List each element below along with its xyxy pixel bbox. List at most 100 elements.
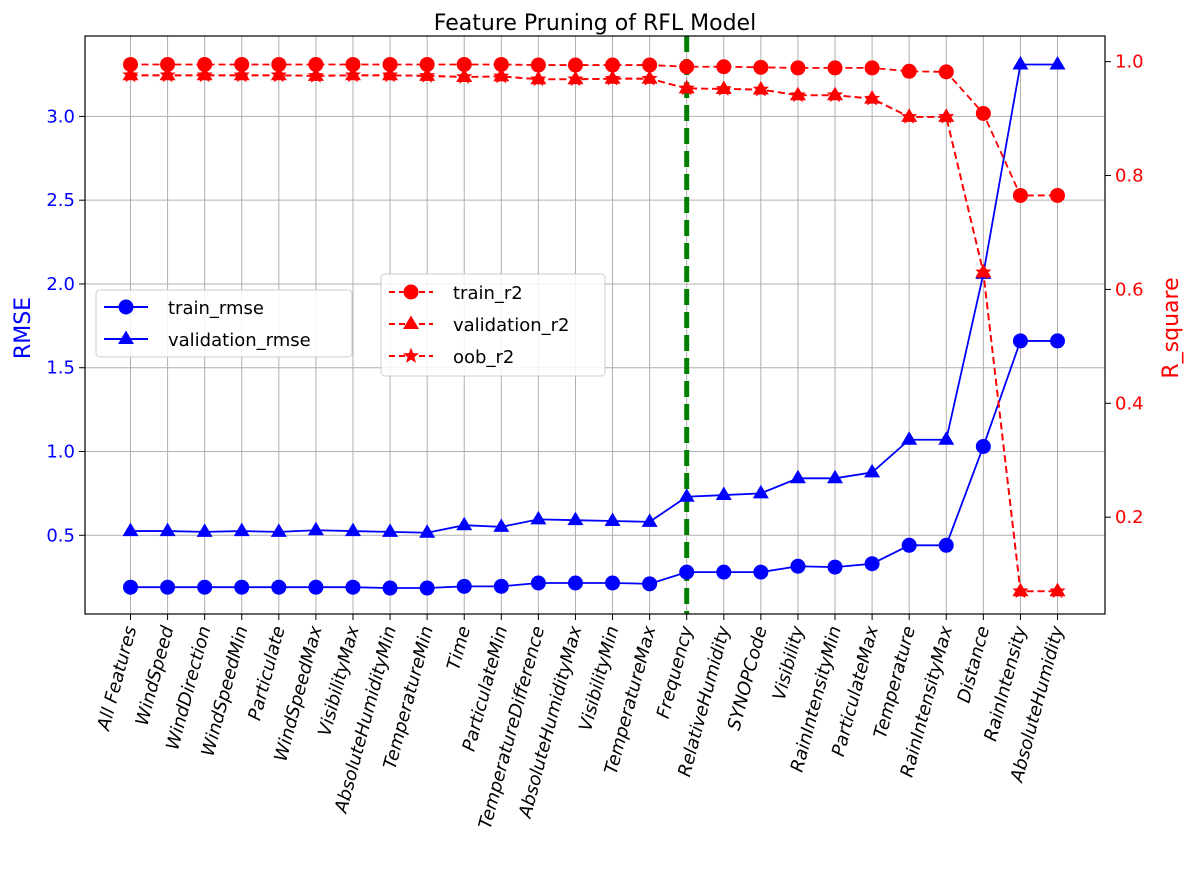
point-train_rmse (901, 537, 917, 553)
legend-oob-r2-label: oob_r2 (453, 347, 514, 368)
y-tick-label-right: 0.2 (1115, 507, 1144, 528)
legend-r2-box (380, 273, 606, 377)
series-layer (122, 55, 1066, 599)
y-tick-label-right: 1.0 (1115, 52, 1144, 73)
point-oob_r2 (641, 70, 658, 86)
point-train_rmse (827, 559, 843, 575)
series-train_r2 (123, 56, 1065, 203)
point-validation_rmse (493, 518, 510, 532)
point-train_rmse (419, 580, 435, 596)
series-train_rmse (123, 333, 1065, 596)
point-oob_r2 (752, 81, 769, 97)
point-validation_rmse (752, 484, 769, 499)
point-validation_rmse (270, 523, 287, 537)
y-tick-label-left: 0.5 (46, 525, 75, 546)
point-train_rmse (456, 578, 472, 594)
point-train_rmse (493, 578, 509, 594)
series-line-validation_rmse (130, 63, 1058, 534)
point-train_rmse (790, 558, 806, 574)
point-train_r2 (308, 56, 324, 72)
legend-validation-r2-label: validation_r2 (453, 315, 569, 336)
point-oob_r2 (493, 67, 510, 84)
point-oob_r2 (196, 66, 213, 83)
point-train_rmse (716, 564, 732, 580)
point-oob_r2 (826, 86, 844, 103)
point-train_rmse (234, 579, 250, 595)
point-oob_r2 (938, 108, 955, 124)
chart-title: Feature Pruning of RFL Model (434, 11, 756, 36)
legend-train-r2-label: train_r2 (453, 283, 523, 304)
point-validation_rmse (864, 463, 881, 478)
series-line-oob_r2 (130, 74, 1058, 593)
point-validation_rmse (307, 521, 324, 536)
legend-train-rmse-label: train_rmse (168, 298, 264, 319)
series-oob_r2 (122, 66, 1066, 599)
point-train_rmse (1012, 333, 1028, 349)
point-oob_r2 (604, 70, 621, 86)
legend-oob-r2-marker (402, 347, 420, 363)
point-train_r2 (197, 56, 213, 72)
x-tick-label: Particulate (244, 624, 289, 723)
legend-validation-rmse-label: validation_rmse (168, 330, 311, 351)
y-tick-label-right: 0.8 (1115, 166, 1144, 187)
y-axis-label-left: RMSE (11, 297, 36, 359)
point-validation_rmse (419, 524, 436, 538)
point-oob_r2 (419, 67, 436, 83)
point-oob_r2 (975, 263, 992, 280)
point-validation_rmse (641, 513, 658, 527)
point-train_r2 (567, 57, 583, 73)
legend-train-rmse-marker (118, 299, 134, 315)
legend-train-r2-marker (403, 284, 419, 300)
point-train_rmse (975, 438, 991, 454)
point-validation_rmse (789, 469, 806, 484)
point-train_r2 (456, 56, 472, 72)
point-train_r2 (1050, 187, 1065, 203)
x-tick-label: Distance (954, 624, 995, 705)
point-train_rmse (864, 556, 880, 572)
point-train_rmse (308, 579, 324, 595)
point-oob_r2 (381, 66, 399, 83)
y-tick-label-left: 2.0 (46, 274, 75, 295)
legend-rmse-box (95, 289, 353, 358)
point-validation_rmse (901, 431, 918, 445)
y-tick-label-left: 1.0 (46, 441, 75, 462)
point-train_rmse (938, 537, 954, 553)
point-train_rmse (530, 575, 546, 591)
point-oob_r2 (530, 70, 547, 87)
point-oob_r2 (159, 66, 176, 83)
y-tick-label-left: 1.5 (46, 358, 75, 379)
x-tick-label: Frequency (653, 624, 698, 721)
point-validation_rmse (827, 469, 844, 484)
point-train_r2 (419, 56, 435, 72)
point-validation_rmse (567, 511, 584, 526)
point-train_r2 (605, 57, 621, 73)
series-line-train_rmse (130, 340, 1058, 589)
point-oob_r2 (789, 86, 807, 103)
point-oob_r2 (901, 108, 918, 124)
point-train_r2 (530, 57, 546, 73)
point-oob_r2 (678, 79, 695, 96)
point-oob_r2 (456, 68, 473, 84)
point-oob_r2 (233, 66, 250, 83)
point-train_r2 (123, 56, 138, 72)
point-train_r2 (1012, 187, 1028, 203)
point-train_r2 (642, 57, 658, 73)
point-train_rmse (160, 579, 176, 595)
y-tick-label-left: 2.5 (46, 190, 75, 211)
legend-validation-r2-marker (403, 315, 419, 329)
point-train_r2 (345, 56, 361, 72)
point-train_rmse (1050, 333, 1065, 349)
x-tick-label: Visibility (769, 624, 809, 703)
plot-frame (84, 35, 1106, 615)
point-oob_r2 (122, 66, 139, 83)
y-axis-label-right: R_square (1159, 277, 1184, 378)
point-train_rmse (345, 579, 361, 595)
x-tick-label: Time (443, 624, 475, 673)
legend-rmse: train_rmse validation_rmse (95, 289, 353, 358)
point-train_rmse (197, 579, 213, 595)
point-validation_rmse (715, 486, 732, 501)
point-train_rmse (567, 575, 583, 591)
y-tick-label-left: 3.0 (46, 106, 75, 127)
legend-r2: train_r2 validation_r2 oob_r2 (380, 273, 606, 377)
point-validation_rmse (938, 431, 955, 445)
